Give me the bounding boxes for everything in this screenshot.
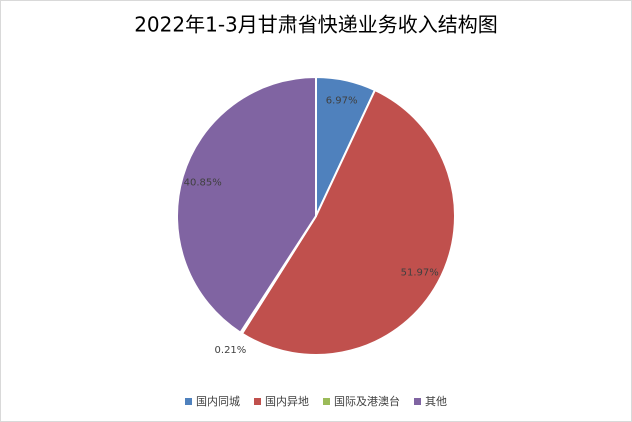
pie-slice: [176, 75, 317, 335]
legend-marker: [254, 398, 261, 405]
legend-label: 国内同城: [196, 394, 240, 408]
pie-slice: [240, 88, 456, 356]
legend-marker: [185, 398, 192, 405]
legend-label: 其他: [425, 395, 447, 408]
legend-marker: [323, 398, 330, 405]
data-label: 40.85%: [184, 178, 222, 189]
legend-label: 国际及港澳台: [334, 394, 400, 408]
legend-marker: [414, 398, 421, 405]
chart-title: 2022年1-3月甘肃省快递业务收入结构图: [134, 13, 498, 37]
data-label: 51.97%: [401, 268, 439, 279]
legend-label: 国内异地: [265, 394, 309, 408]
data-label: 0.21%: [215, 345, 247, 356]
data-label: 6.97%: [326, 96, 358, 107]
